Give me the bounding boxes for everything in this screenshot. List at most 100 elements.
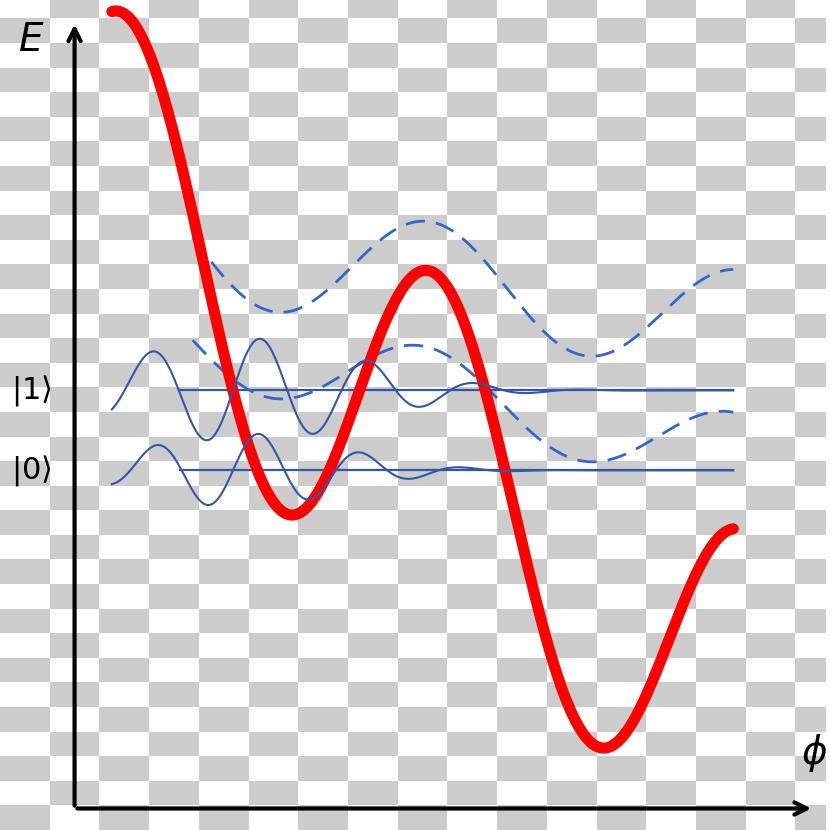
Bar [0, 535, 50, 559]
Bar [745, 731, 795, 756]
Bar [447, 805, 497, 830]
Bar [298, 117, 348, 141]
Bar [398, 166, 447, 191]
Bar [497, 363, 547, 388]
Bar [199, 363, 248, 388]
Bar [696, 461, 745, 486]
Bar [398, 0, 447, 18]
Bar [0, 486, 50, 510]
Bar [547, 535, 597, 559]
Bar [795, 265, 830, 289]
Bar [0, 92, 50, 117]
Bar [100, 805, 149, 830]
Bar [248, 781, 298, 805]
Bar [497, 117, 547, 141]
Bar [597, 461, 647, 486]
Bar [248, 265, 298, 289]
Bar [696, 43, 745, 67]
Bar [547, 265, 597, 289]
Bar [348, 805, 398, 830]
Bar [547, 510, 597, 535]
Bar [348, 18, 398, 43]
Bar [795, 92, 830, 117]
Bar [795, 559, 830, 584]
Bar [745, 633, 795, 658]
Bar [696, 608, 745, 633]
Bar [447, 658, 497, 682]
Bar [696, 707, 745, 731]
Bar [248, 682, 298, 707]
Bar [497, 0, 547, 18]
Bar [696, 289, 745, 314]
Bar [647, 781, 696, 805]
Bar [696, 363, 745, 388]
Bar [647, 0, 696, 18]
Bar [100, 18, 149, 43]
Bar [696, 117, 745, 141]
Bar [497, 240, 547, 265]
Bar [497, 265, 547, 289]
Bar [497, 756, 547, 781]
Bar [50, 412, 100, 437]
Bar [696, 18, 745, 43]
Bar [0, 117, 50, 141]
Bar [0, 412, 50, 437]
Bar [298, 388, 348, 412]
Bar [795, 682, 830, 707]
Bar [447, 510, 497, 535]
Bar [348, 265, 398, 289]
Bar [149, 412, 199, 437]
Bar [745, 756, 795, 781]
Bar [745, 682, 795, 707]
Bar [745, 510, 795, 535]
Bar [597, 781, 647, 805]
Text: $\phi$: $\phi$ [801, 732, 828, 774]
Bar [199, 314, 248, 338]
Bar [0, 215, 50, 240]
Bar [298, 805, 348, 830]
Bar [398, 191, 447, 215]
Bar [50, 535, 100, 559]
Bar [447, 756, 497, 781]
Bar [447, 265, 497, 289]
Bar [100, 92, 149, 117]
Bar [696, 412, 745, 437]
Bar [100, 363, 149, 388]
Bar [547, 608, 597, 633]
Bar [298, 289, 348, 314]
Bar [50, 240, 100, 265]
Bar [0, 363, 50, 388]
Bar [647, 633, 696, 658]
Bar [100, 682, 149, 707]
Bar [248, 731, 298, 756]
Bar [647, 363, 696, 388]
Bar [696, 240, 745, 265]
Bar [696, 486, 745, 510]
Bar [795, 314, 830, 338]
Bar [745, 18, 795, 43]
Bar [0, 265, 50, 289]
Bar [597, 265, 647, 289]
Bar [100, 289, 149, 314]
Bar [745, 141, 795, 166]
Bar [447, 388, 497, 412]
Bar [795, 412, 830, 437]
Bar [597, 215, 647, 240]
Bar [497, 43, 547, 67]
Bar [248, 510, 298, 535]
Bar [597, 559, 647, 584]
Bar [50, 141, 100, 166]
Bar [100, 141, 149, 166]
Bar [795, 584, 830, 608]
Bar [398, 756, 447, 781]
Bar [795, 67, 830, 92]
Bar [50, 633, 100, 658]
Bar [50, 92, 100, 117]
Bar [149, 117, 199, 141]
Bar [149, 363, 199, 388]
Bar [398, 388, 447, 412]
Bar [100, 584, 149, 608]
Bar [298, 18, 348, 43]
Bar [248, 633, 298, 658]
Bar [597, 584, 647, 608]
